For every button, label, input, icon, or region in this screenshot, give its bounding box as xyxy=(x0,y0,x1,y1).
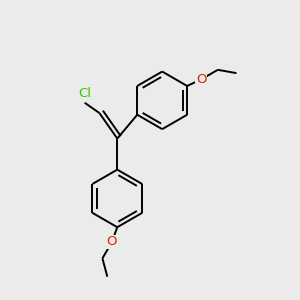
Text: Cl: Cl xyxy=(78,87,91,100)
Text: O: O xyxy=(196,73,207,86)
Text: O: O xyxy=(107,236,117,248)
